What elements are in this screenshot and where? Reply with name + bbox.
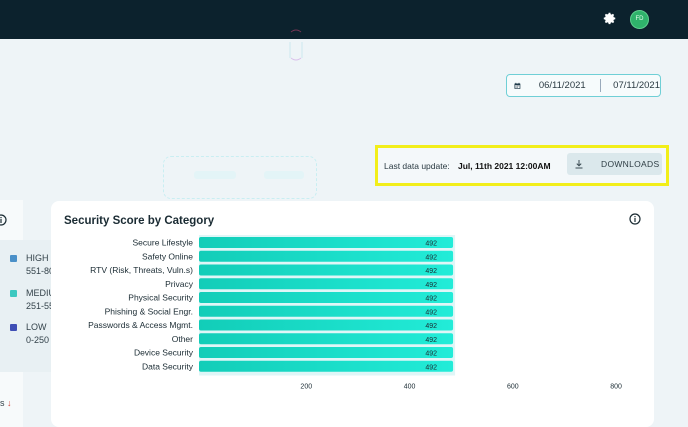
downloads-label: DOWNLOADS bbox=[601, 159, 660, 169]
bar[interactable] bbox=[199, 305, 454, 317]
category-label: Physical Security bbox=[128, 293, 193, 303]
bar[interactable] bbox=[199, 319, 454, 331]
gear-icon[interactable] bbox=[601, 10, 619, 28]
truncated-label-text: s bbox=[0, 398, 5, 408]
category-label: Data Security bbox=[142, 361, 194, 371]
security-score-chart-card: Security Score by Category Secure Lifest… bbox=[51, 201, 654, 427]
bar-value-label: 492 bbox=[425, 254, 437, 261]
bar[interactable] bbox=[199, 264, 454, 276]
bar[interactable] bbox=[199, 278, 454, 290]
bar-value-label: 492 bbox=[425, 351, 437, 358]
legend-level: LOW bbox=[26, 322, 47, 332]
legend-level: MEDIUM bbox=[26, 288, 63, 298]
download-icon bbox=[575, 160, 583, 169]
legend-swatch bbox=[10, 290, 17, 297]
bar[interactable] bbox=[199, 333, 454, 345]
legend-range: 551-800 bbox=[26, 266, 60, 276]
category-label: Privacy bbox=[165, 279, 194, 289]
x-tick-label: 200 bbox=[300, 384, 312, 391]
bar[interactable] bbox=[199, 237, 454, 248]
legend-item-medium: MEDIUM 251-550 bbox=[10, 287, 63, 313]
start-date[interactable]: 06/11/2021 bbox=[538, 80, 586, 91]
bar-value-label: 492 bbox=[425, 241, 437, 248]
chart-title: Security Score by Category bbox=[64, 215, 215, 227]
bar-value-label: 492 bbox=[425, 296, 437, 303]
last-update-panel: Last data update: Jul, 11th 2021 12:00AM… bbox=[375, 145, 669, 186]
bar-value-label: 492 bbox=[425, 309, 437, 316]
arrow-down-icon: ↓ bbox=[7, 398, 12, 408]
category-label: RTV (Risk, Threats, Vuln.s) bbox=[90, 265, 193, 275]
category-label: Passwords & Access Mgmt. bbox=[88, 320, 193, 330]
last-update-value: Jul, 11th 2021 12:00AM bbox=[458, 161, 551, 171]
x-tick-label: 800 bbox=[610, 384, 622, 391]
bar[interactable] bbox=[199, 360, 454, 372]
info-icon[interactable] bbox=[629, 213, 641, 225]
calendar-icon bbox=[514, 82, 521, 89]
x-tick-label: 400 bbox=[404, 384, 416, 391]
legend-range: 0-250 bbox=[26, 335, 50, 345]
avatar[interactable]: FD bbox=[630, 10, 649, 29]
legend-swatch bbox=[10, 324, 17, 331]
bar-value-label: 492 bbox=[425, 364, 437, 371]
bar-value-label: 492 bbox=[425, 282, 437, 289]
bar-value-label: 492 bbox=[425, 268, 437, 275]
bar-chart: Secure Lifestyle 492 Safety Online 492 RTV (… bbox=[88, 235, 622, 391]
truncated-sort-label[interactable]: s ↓ bbox=[0, 398, 12, 408]
last-update-label: Last data update: bbox=[384, 161, 450, 171]
category-label: Phishing & Social Engr. bbox=[105, 306, 193, 316]
legend-range: 251-550 bbox=[26, 301, 60, 311]
legend-item-high: HIGH 551-800 bbox=[10, 252, 60, 278]
top-bar: FD bbox=[0, 0, 688, 39]
downloads-button[interactable]: DOWNLOADS bbox=[567, 153, 662, 175]
info-icon[interactable] bbox=[0, 214, 7, 226]
end-date[interactable]: 07/11/2021 bbox=[613, 80, 660, 91]
faded-tab-placeholder bbox=[194, 171, 236, 179]
bar[interactable] bbox=[199, 292, 454, 303]
faded-tab-group bbox=[163, 156, 317, 199]
date-range-picker[interactable]: 06/11/2021 07/11/2021 bbox=[506, 74, 661, 97]
category-label: Secure Lifestyle bbox=[133, 238, 194, 248]
legend-level: HIGH bbox=[26, 253, 49, 263]
bar-value-label: 492 bbox=[425, 323, 437, 330]
loading-spinner-icon bbox=[289, 29, 303, 61]
legend-swatch bbox=[10, 255, 17, 262]
bar-value-label: 492 bbox=[425, 337, 437, 344]
faded-tab-placeholder bbox=[264, 171, 304, 179]
category-label: Other bbox=[172, 334, 193, 344]
bar[interactable] bbox=[199, 347, 454, 358]
category-label: Device Security bbox=[134, 348, 194, 358]
legend-item-low: LOW 0-250 bbox=[10, 321, 50, 347]
bar[interactable] bbox=[199, 250, 454, 262]
category-label: Safety Online bbox=[142, 251, 193, 261]
x-tick-label: 600 bbox=[507, 384, 519, 391]
